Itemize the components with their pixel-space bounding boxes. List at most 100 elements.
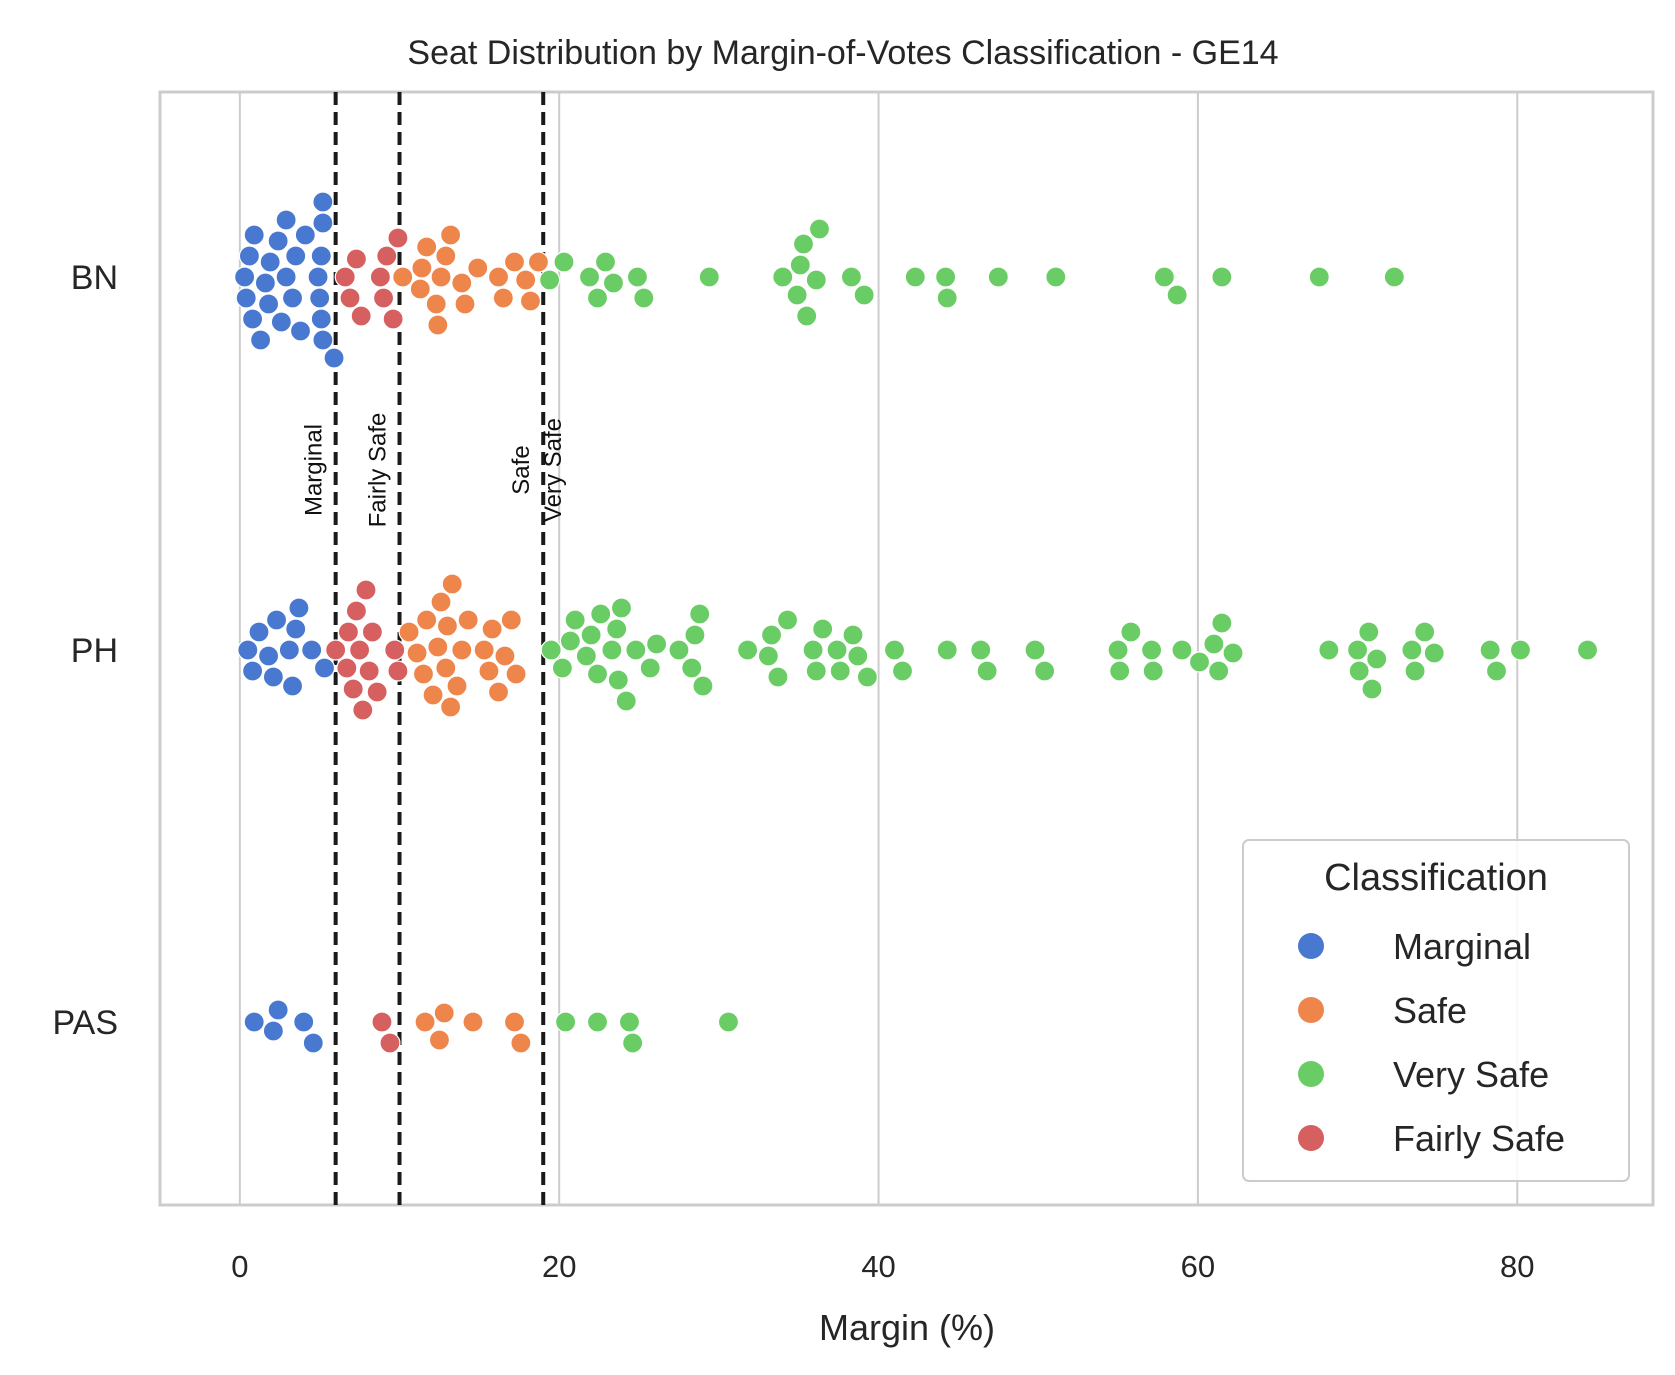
data-point: [473, 639, 495, 661]
data-point: [1171, 639, 1193, 661]
data-point: [618, 1011, 641, 1033]
data-point: [309, 287, 331, 309]
data-point: [540, 639, 562, 661]
data-point: [436, 615, 459, 637]
data-point: [812, 618, 834, 640]
data-point: [1308, 266, 1330, 288]
data-point: [936, 639, 958, 661]
data-point: [242, 308, 264, 330]
data-point: [411, 257, 433, 279]
data-point: [345, 600, 368, 622]
data-point: [416, 609, 438, 631]
data-point: [294, 224, 316, 246]
data-point: [586, 663, 609, 685]
data-point: [792, 233, 815, 255]
data-point: [1142, 660, 1164, 682]
data-point: [312, 212, 334, 234]
data-point: [1479, 639, 1501, 661]
data-point: [262, 1020, 284, 1042]
data-point: [1318, 639, 1340, 661]
data-point: [936, 287, 958, 309]
data-point: [428, 1029, 451, 1051]
data-point: [270, 311, 292, 333]
data-point: [301, 639, 323, 661]
data-point: [564, 609, 586, 631]
data-point: [237, 639, 259, 661]
data-point: [372, 287, 395, 309]
data-point: [467, 257, 489, 279]
data-point: [412, 663, 435, 685]
data-point: [847, 645, 869, 667]
data-point: [312, 329, 334, 351]
data-point: [243, 224, 265, 246]
threshold-label: Very Safe: [540, 418, 567, 522]
data-point: [337, 621, 360, 643]
data-point: [692, 675, 714, 697]
threshold-label: Fairly Safe: [365, 413, 392, 528]
data-point: [336, 657, 358, 679]
data-point: [313, 657, 336, 679]
data-point: [698, 266, 720, 288]
data-point: [856, 666, 878, 688]
data-point: [594, 251, 617, 273]
data-point: [539, 269, 561, 291]
data-point: [606, 618, 628, 640]
data-point: [254, 272, 276, 294]
data-point: [515, 269, 537, 291]
x-tick-label: 40: [861, 1249, 895, 1284]
data-point: [267, 230, 289, 252]
data-point: [776, 609, 799, 631]
data-point: [805, 660, 827, 682]
data-point: [519, 290, 542, 312]
data-point: [234, 266, 256, 288]
data-point: [275, 266, 297, 288]
data-point: [310, 245, 332, 267]
data-point: [805, 269, 827, 291]
data-point: [339, 287, 361, 309]
data-point: [1222, 642, 1244, 664]
data-point: [553, 251, 575, 273]
data-point: [334, 266, 356, 288]
data-point: [462, 1011, 484, 1033]
data-point: [633, 287, 655, 309]
data-point: [737, 639, 759, 661]
data-point: [1107, 639, 1129, 661]
data-point: [559, 630, 581, 652]
data-point: [987, 266, 1009, 288]
data-point: [481, 618, 503, 640]
data-point: [281, 675, 304, 697]
data-point: [285, 618, 307, 640]
data-point: [689, 603, 711, 625]
legend-marker: [1298, 997, 1324, 1023]
data-point: [646, 633, 668, 655]
data-point: [510, 1032, 532, 1054]
data-point: [435, 657, 457, 679]
data-point: [757, 645, 779, 667]
data-point: [1153, 266, 1175, 288]
data-point: [257, 293, 280, 315]
data-point: [369, 266, 391, 288]
data-point: [406, 642, 428, 664]
data-point: [451, 272, 473, 294]
data-point: [786, 284, 808, 306]
data-point: [416, 236, 438, 258]
data-point: [355, 579, 377, 601]
data-point: [829, 660, 851, 682]
data-point: [575, 645, 597, 667]
data-point: [281, 287, 304, 309]
data-point: [1211, 266, 1233, 288]
data-point: [366, 681, 388, 703]
x-tick-label: 80: [1500, 1249, 1534, 1284]
data-point: [433, 1002, 455, 1024]
data-point: [352, 699, 374, 721]
data-point: [970, 639, 992, 661]
data-point: [325, 639, 347, 661]
data-point: [387, 227, 409, 249]
data-point: [350, 305, 372, 327]
data-point: [1024, 639, 1046, 661]
x-tick-label: 60: [1181, 1249, 1215, 1284]
data-point: [451, 639, 473, 661]
data-point: [826, 639, 848, 661]
data-point: [615, 690, 637, 712]
data-point: [267, 999, 289, 1021]
